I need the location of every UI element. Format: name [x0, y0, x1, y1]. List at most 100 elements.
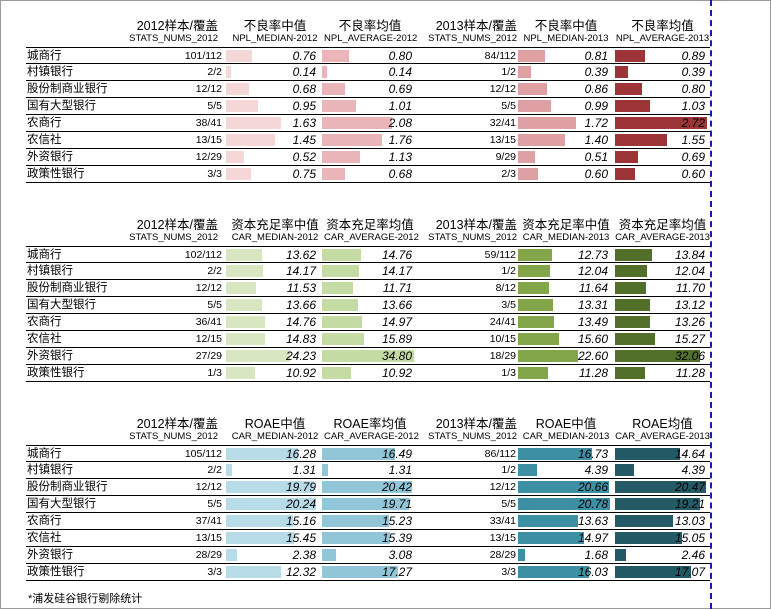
data-value-a2012: 14.76: [381, 248, 412, 262]
table-row[interactable]: 城商行 102/112 59/112 13.62 14.76 12.73 13.84: [26, 246, 710, 263]
sample-count: 27/29: [195, 350, 222, 362]
table-row[interactable]: 城商行 101/112 84/112 0.76 0.80 0.81 0.89: [26, 47, 710, 64]
table-row[interactable]: 外资银行 28/29 28/29 2.38 3.08 1.68 2.46: [26, 547, 710, 564]
data-value-m2013: 0.86: [584, 82, 608, 96]
table-row[interactable]: 农信社 12/15 10/15 14.83 15.89 15.60 15.27: [26, 331, 710, 348]
sample-count: 28/29: [489, 549, 516, 561]
table-row[interactable]: 农商行 37/41 33/41 15.16 15.23 13.63 13.03: [26, 513, 710, 530]
table-row[interactable]: 国有大型银行 5/5 3/5 13.66 13.66 13.31 13.12: [26, 297, 710, 314]
sample-count: 12/15: [195, 333, 222, 345]
data-value-m2012: 15.45: [285, 531, 316, 545]
row-label: 城商行: [27, 448, 62, 460]
data-bar-a2012: [322, 249, 362, 261]
table-row[interactable]: 股份制商业银行 12/12 12/12 19.79 20.42 20.66 20.47: [26, 479, 710, 496]
table-row[interactable]: 外资银行 12/29 9/29 0.52 1.13 0.51 0.69: [26, 149, 710, 166]
sample-count: 12/12: [195, 83, 222, 95]
data-bar-a2012: [322, 367, 351, 379]
data-bar-a2012: [322, 566, 399, 578]
data-bar-m2012: [226, 134, 276, 146]
table-row[interactable]: 农信社 13/15 13/15 1.45 1.76 1.40 1.55: [26, 132, 710, 149]
data-bar-a2012: [322, 350, 414, 362]
data-bar-m2013: [518, 333, 560, 345]
data-value-m2012: 0.75: [292, 167, 316, 181]
row-label: 村镇银行: [27, 464, 73, 476]
data-value-m2012: 14.76: [285, 315, 316, 329]
data-bar-a2012: [322, 100, 357, 112]
data-bar-m2012: [226, 481, 314, 493]
table-row[interactable]: 政策性银行 3/3 3/3 12.32 17.27 16.03 17.07: [26, 564, 710, 581]
table-row[interactable]: 农商行 38/41 32/41 1.63 2.08 1.72 2.72: [26, 115, 710, 132]
row-label: 政策性银行: [27, 367, 85, 379]
data-bar-a2012: [322, 168, 345, 180]
data-bar-a2012: [322, 498, 410, 510]
data-bar-a2012: [322, 50, 350, 62]
table-row[interactable]: 国有大型银行 5/5 5/5 20.24 19.71 20.78 19.21: [26, 496, 710, 513]
table-row[interactable]: 农商行 36/41 24/41 14.76 14.97 13.49 13.26: [26, 314, 710, 331]
sample-count: 10/15: [489, 333, 516, 345]
table-row[interactable]: 农信社 13/15 13/15 15.45 15.39 14.97 15.05: [26, 530, 710, 547]
data-bar-a2013: [615, 549, 626, 561]
data-value-a2013: 2.46: [681, 548, 705, 562]
data-value-m2013: 0.51: [584, 150, 608, 164]
data-value-m2012: 1.63: [292, 116, 316, 130]
data-value-m2012: 0.68: [292, 82, 316, 96]
header-m2012: ROAE中值: [244, 417, 306, 431]
table-row[interactable]: 村镇银行 2/2 1/2 14.17 14.17 12.04 12.04: [26, 263, 710, 280]
header-h2013: 2013样本/覆盖: [435, 218, 517, 232]
table-row[interactable]: 外资银行 27/29 18/29 24.23 34.80 22.60 32.06: [26, 348, 710, 365]
data-bar-m2012: [226, 367, 255, 379]
table-row[interactable]: 村镇银行 2/2 1/2 0.14 0.14 0.39 0.39: [26, 64, 710, 81]
header-code-a2013: CAR_AVERAGE-2013: [615, 431, 710, 442]
data-bar-m2012: [226, 50, 252, 62]
header-a2013: 不良率均值: [631, 19, 694, 33]
sample-count: 33/41: [489, 515, 516, 527]
data-value-m2013: 1.40: [584, 133, 608, 147]
table-row[interactable]: 股份制商业银行 12/12 12/12 0.68 0.69 0.86 0.80: [26, 81, 710, 98]
table-row[interactable]: 国有大型银行 5/5 5/5 0.95 1.01 0.99 1.03: [26, 98, 710, 115]
table-row[interactable]: 城商行 105/112 86/112 16.28 16.49 16.73 14.64: [26, 445, 710, 462]
header-h2013: 2013样本/覆盖: [435, 19, 517, 33]
data-bar-m2012: [226, 515, 294, 527]
data-bar-m2013: [518, 566, 589, 578]
row-label: 村镇银行: [27, 265, 73, 277]
header-code-a2013: NPL_AVERAGE-2013: [615, 33, 710, 44]
header-code-m2013: CAR_MEDIAN-2013: [522, 431, 610, 442]
table-row[interactable]: 政策性银行 1/3 1/3 10.92 10.92 11.28 11.28: [26, 365, 710, 382]
sample-count: 5/5: [501, 498, 516, 510]
data-value-m2013: 0.39: [584, 65, 608, 79]
data-bar-m2012: [226, 265, 264, 277]
data-bar-m2013: [518, 299, 554, 311]
sample-count: 8/12: [495, 282, 516, 294]
data-bar-m2013: [518, 448, 593, 460]
data-bar-m2013: [518, 117, 577, 129]
sample-count: 13/15: [489, 134, 516, 146]
table-row[interactable]: 村镇银行 2/2 1/2 1.31 1.31 4.39 4.39: [26, 462, 710, 479]
data-value-m2013: 11.28: [578, 366, 608, 380]
data-bar-m2012: [226, 464, 232, 476]
data-bar-a2013: [615, 333, 656, 345]
data-value-m2013: 0.60: [584, 167, 608, 181]
header-code-h2012: STATS_NUMS_2012: [129, 33, 218, 44]
data-value-m2012: 0.95: [292, 99, 316, 113]
sample-count: 18/29: [489, 350, 516, 362]
data-value-m2012: 2.38: [292, 548, 316, 562]
data-bar-m2012: [226, 151, 244, 163]
table-row[interactable]: 政策性银行 3/3 2/3 0.75 0.68 0.60 0.60: [26, 166, 710, 183]
table-row[interactable]: 股份制商业银行 12/12 8/12 11.53 11.71 11.64 11.70: [26, 280, 710, 297]
data-value-a2012: 3.08: [388, 548, 412, 562]
data-value-m2012: 16.28: [285, 447, 316, 461]
data-value-a2013: 15.27: [674, 332, 705, 346]
sample-count: 3/3: [207, 566, 222, 578]
header-code-m2013: NPL_MEDIAN-2013: [523, 33, 609, 44]
header-code-h2012: STATS_NUMS_2012: [129, 431, 218, 442]
row-label: 农信社: [27, 134, 62, 146]
data-bar-m2012: [226, 117, 282, 129]
data-value-a2013: 17.07: [674, 565, 705, 579]
data-bar-m2013: [518, 515, 579, 527]
data-value-m2012: 20.24: [285, 497, 316, 511]
sample-count: 3/5: [501, 299, 516, 311]
data-value-a2013: 13.26: [674, 315, 705, 329]
data-bar-m2013: [518, 316, 554, 328]
data-value-a2013: 0.60: [681, 167, 705, 181]
data-value-m2012: 14.17: [285, 264, 316, 278]
